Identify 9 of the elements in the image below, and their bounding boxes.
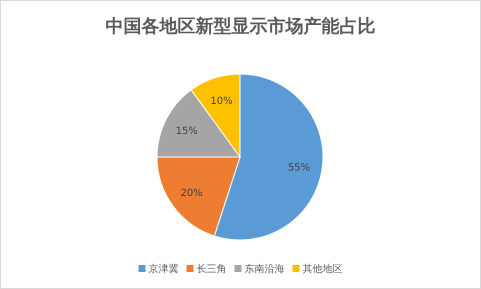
legend-label: 京津冀 — [148, 263, 178, 275]
legend-label: 东南沿海 — [244, 263, 284, 275]
legend-label: 其他地区 — [302, 263, 342, 275]
data-label: 20% — [180, 188, 203, 200]
data-label: 15% — [176, 126, 198, 137]
chart-title: 中国各地区新型显示市场产能占比 — [106, 16, 376, 37]
legend-label: 长三角 — [196, 263, 226, 275]
data-label: 10% — [210, 96, 233, 108]
data-label: 55% — [288, 162, 310, 174]
